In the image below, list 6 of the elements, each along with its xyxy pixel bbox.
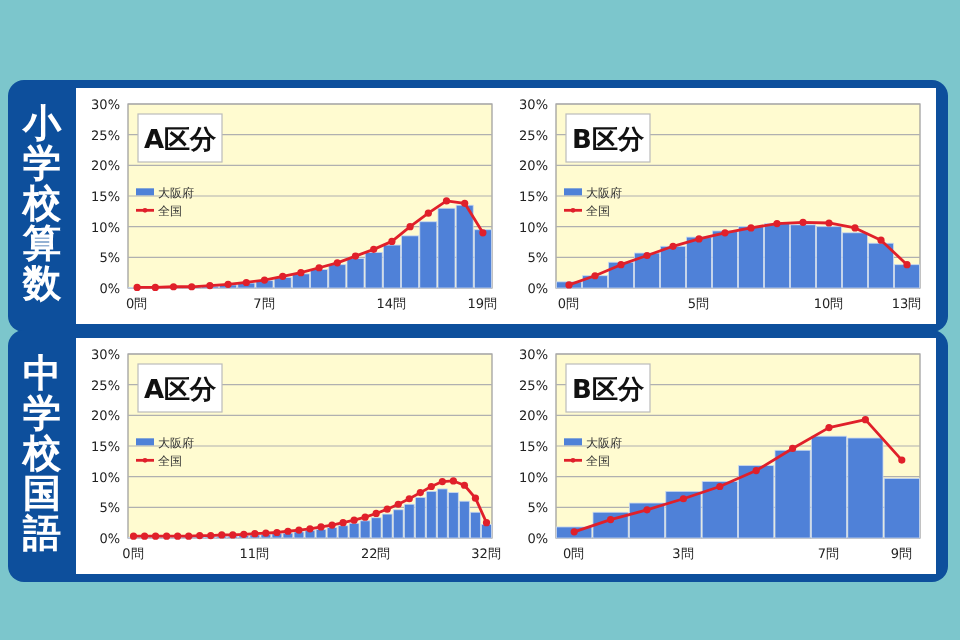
text: 小学校算数	[21, 102, 63, 306]
text: B区分	[572, 126, 646, 156]
text: A区分	[143, 126, 219, 156]
text: 中学校国語	[21, 352, 63, 556]
text: B区分	[572, 376, 646, 406]
text: A区分	[143, 376, 219, 406]
